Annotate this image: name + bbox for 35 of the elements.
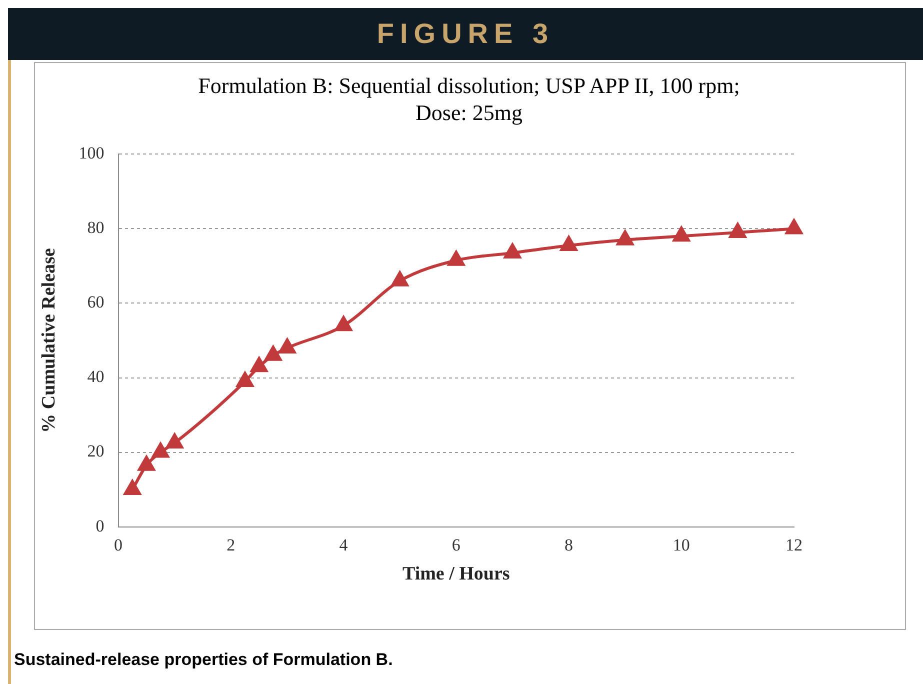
x-tick-label: 6: [452, 535, 460, 554]
point: [672, 226, 690, 242]
y-tick-label: 80: [87, 218, 104, 238]
point: [504, 243, 521, 258]
y-tick-label: 40: [87, 367, 104, 386]
y-tick-label: 100: [78, 144, 104, 163]
point: [264, 346, 282, 361]
y-tick-label: 0: [96, 516, 104, 536]
x-tick-label: 4: [339, 535, 348, 554]
point: [448, 250, 465, 266]
point: [560, 236, 578, 251]
point: [124, 480, 141, 496]
point: [236, 372, 254, 387]
point: [152, 442, 169, 458]
x-tick-label: 8: [564, 535, 574, 554]
x-tick-label: 10: [672, 535, 690, 554]
point: [391, 271, 408, 286]
point: [729, 222, 746, 238]
caption: FIGURE 3: [8, 8, 923, 60]
point: [616, 230, 634, 246]
point: [786, 219, 802, 234]
x-tick-label: 0: [114, 535, 123, 554]
point: [166, 433, 184, 448]
y-tick-label: 20: [87, 442, 104, 461]
y-axis-title: % Cumulative Release: [38, 248, 60, 433]
point: [138, 456, 155, 471]
text: Sustained-release properties of Formulation B.: [14, 650, 393, 670]
x-tick-label: 2: [226, 535, 236, 554]
point: [335, 316, 352, 332]
x-tick-label: 12: [786, 535, 802, 554]
point: [250, 357, 268, 372]
y-tick-label: 60: [87, 292, 104, 312]
x-axis-title: Time / Hours: [402, 564, 510, 585]
point: [278, 338, 296, 354]
chart-title: Formulation B: Sequential dissolution; USP APP II, 100 rpm; Dose: 25mg: [197, 72, 741, 126]
